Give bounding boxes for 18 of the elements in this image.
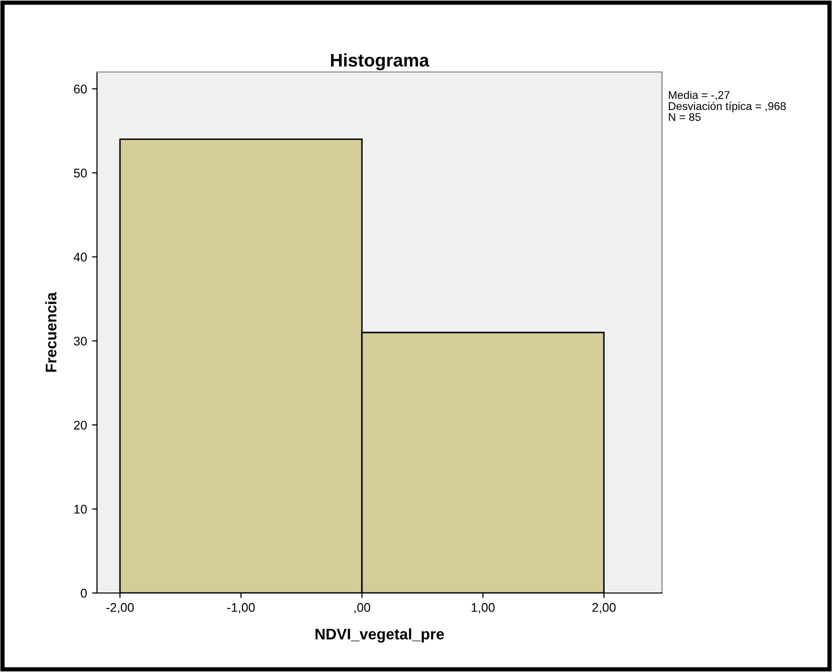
y-tick-label: 50	[74, 168, 87, 178]
text: Desviación típica = ,968	[668, 102, 786, 112]
y-tick-label: 20	[74, 420, 87, 430]
y-axis-title: Frecuencia	[45, 292, 56, 372]
x-tick-label: -1,00	[227, 603, 255, 614]
y-tick-label: 30	[74, 336, 87, 346]
x-tick-label: 1,00	[472, 603, 495, 614]
chart-title: Histograma	[331, 53, 430, 70]
y-tick-label: 60	[74, 84, 87, 94]
text: N = 85	[668, 113, 701, 121]
text: Media = -,27	[668, 90, 730, 100]
x-tick-label: ,00	[354, 603, 370, 614]
x-axis-title: NDVI_vegetal_pre	[316, 628, 444, 643]
y-tick-label: 10	[74, 504, 87, 514]
y-tick-label: 0	[80, 588, 87, 598]
y-tick-label: 40	[74, 252, 87, 262]
x-tick-label: 2,00	[592, 603, 616, 614]
x-tick-label: -2,00	[106, 603, 134, 614]
